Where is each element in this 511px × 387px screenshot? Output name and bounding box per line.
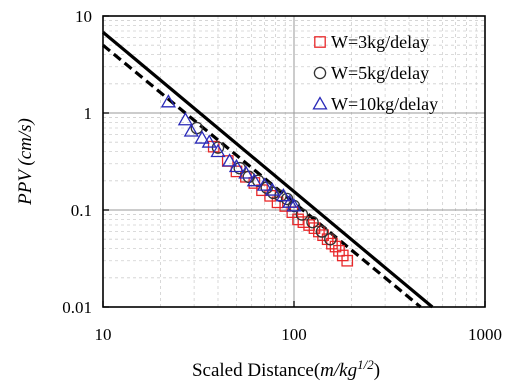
y-tick-label: 0.1 [71,201,92,220]
triangle-point [275,188,292,202]
dashed-fit-line [101,43,422,309]
triangle-point [238,165,254,179]
x-axis-label-main: Scaled Distance( [192,360,320,381]
x-axis-label: Scaled Distance(m/kg1/2) [192,357,380,381]
x-axis-label-close: ) [374,360,380,381]
legend-marker-square [314,36,326,48]
tick-labels: 10 100 1000 0.01 0.1 1 10 [62,7,502,344]
circle-point [295,208,309,221]
triangle-point [246,172,262,187]
series-circle [190,121,337,246]
x-tick-label: 100 [281,325,307,344]
triangle-point [221,153,238,167]
legend-label: W=3kg/delay [331,32,429,52]
legend-marker-circle [313,66,327,80]
y-tick-label: 10 [75,7,92,26]
triangle-point [264,182,280,196]
circle-point [274,189,287,203]
series-triangle [160,94,302,212]
triangle-point [194,130,210,144]
legend-label: W=10kg/delay [331,94,438,114]
circle-point [280,192,294,206]
triangle-point [160,94,177,108]
x-tick-label: 10 [95,325,112,344]
circle-point [306,215,319,229]
circle-point [324,232,337,246]
triangle-point [286,198,302,212]
triangle-point [210,143,226,158]
series-square [207,140,354,267]
legend-label: W=5kg/delay [331,63,429,83]
square-point [308,222,321,234]
triangle-point [256,177,273,191]
x-axis-label-units: m/kg [320,360,357,381]
data-points [160,94,354,267]
x-tick-label: 1000 [468,325,502,344]
circle-point [315,225,329,238]
solid-fit-line [101,31,434,309]
legend-marker-triangle [312,96,328,110]
y-tick-label: 0.01 [62,298,92,317]
y-tick-label: 1 [84,104,93,123]
triangle-point [177,112,194,126]
triangle-point [183,123,199,137]
legend: W=3kg/delay W=5kg/delay W=10kg/delay [312,32,438,114]
fit-lines [101,31,434,309]
square-point [341,254,354,267]
axis-ticks [102,15,486,308]
y-axis-label: PPV (cm/s) [15,118,36,206]
grid [103,16,485,307]
triangle-point [228,158,245,173]
x-axis-label-exponent: 1/2 [357,357,374,372]
triangle-point [201,134,217,148]
